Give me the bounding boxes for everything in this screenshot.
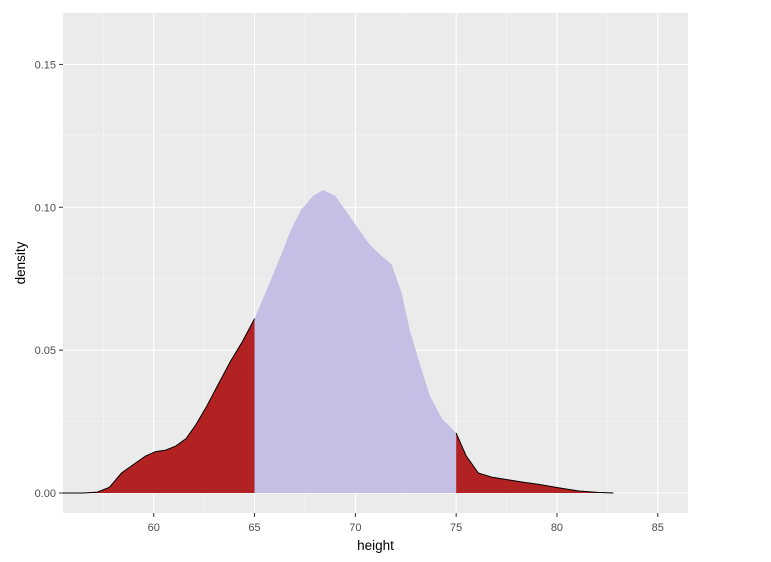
- x-axis: 60 65 70 75 80 85: [148, 513, 664, 534]
- y-axis: 0.00 0.05 0.10 0.15: [35, 59, 63, 500]
- density-outline-right: [455, 432, 614, 494]
- x-tick-label: 80: [551, 522, 563, 534]
- y-tick-label: 0.05: [35, 345, 56, 357]
- y-tick-label: 0.15: [35, 59, 56, 71]
- density-outline-left: [63, 318, 255, 494]
- y-tick-label: 0.10: [35, 202, 56, 214]
- x-tick-label: 65: [248, 522, 260, 534]
- density-tail-area: [63, 318, 614, 493]
- y-tick-label: 0.00: [35, 488, 56, 500]
- density-central-area: [254, 190, 457, 493]
- x-tick-label: 60: [148, 522, 160, 534]
- x-tick-label: 75: [450, 522, 462, 534]
- x-tick-label: 85: [652, 522, 664, 534]
- x-axis-title: height: [357, 538, 394, 553]
- y-axis-title: density: [13, 241, 28, 284]
- x-tick-label: 70: [349, 522, 361, 534]
